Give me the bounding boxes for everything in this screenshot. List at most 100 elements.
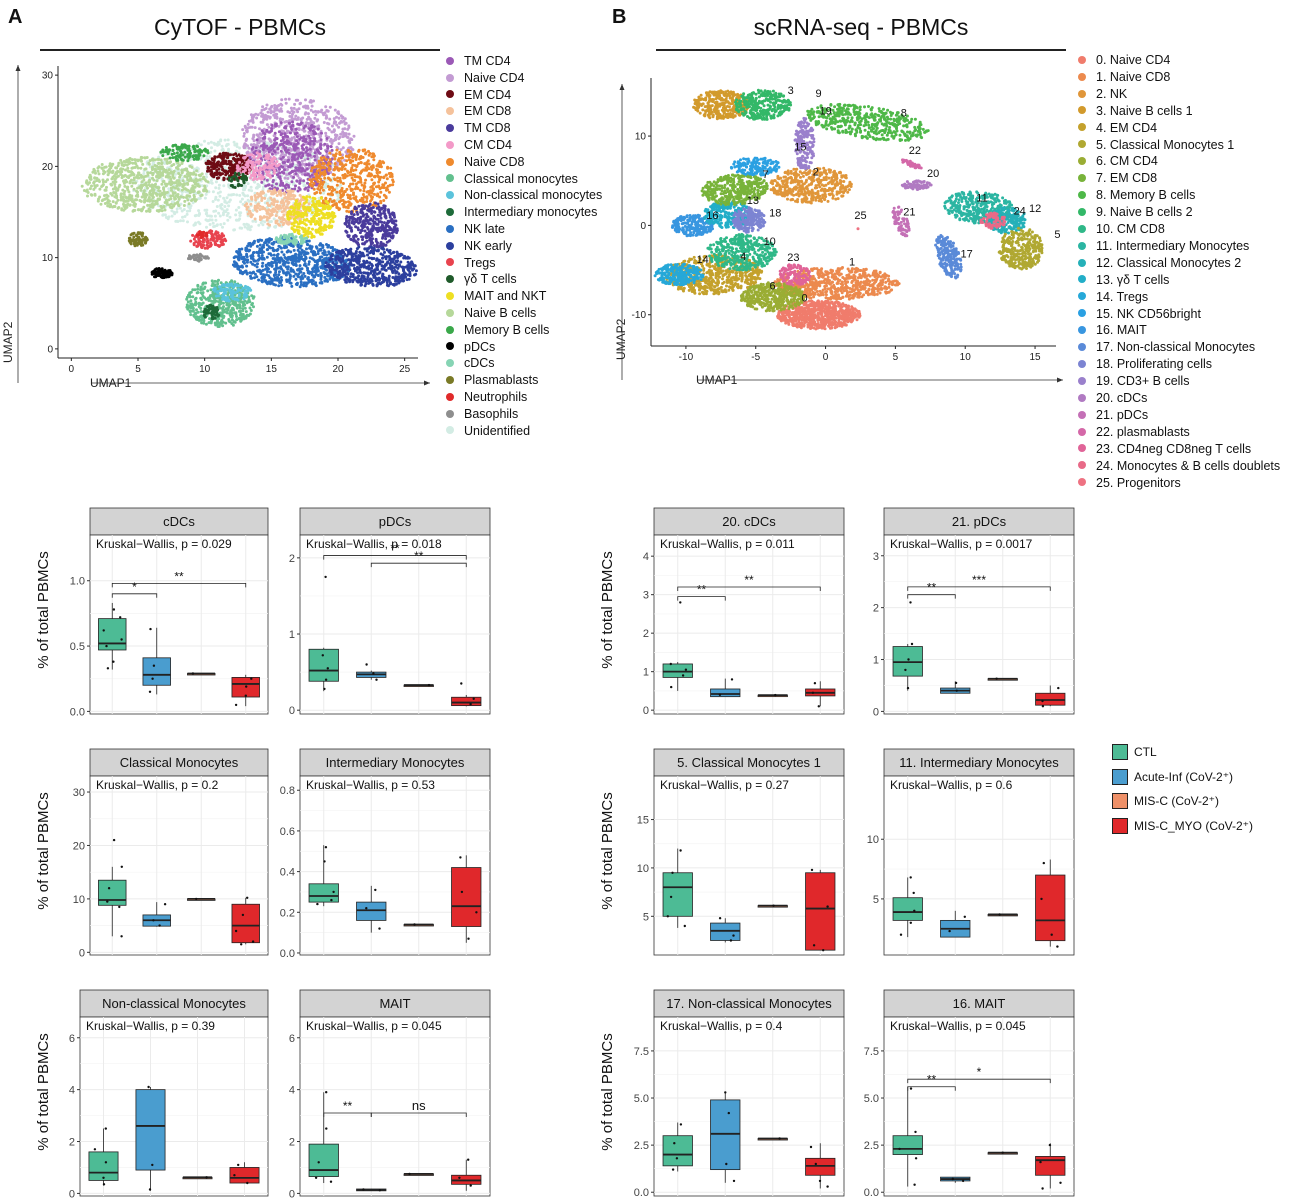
umap-point — [258, 132, 262, 136]
y-tick-label: 20 — [42, 162, 54, 173]
umap-point — [281, 188, 285, 192]
umap-point — [124, 178, 128, 182]
umap-point — [284, 153, 288, 157]
umap-point — [217, 211, 221, 215]
umap-point — [255, 265, 259, 269]
legend-swatch-icon — [446, 426, 454, 435]
panel-a-letter: A — [8, 6, 23, 28]
umap-point — [333, 165, 337, 169]
umap-point — [261, 261, 265, 265]
umap-point — [313, 172, 317, 176]
umap-point — [225, 196, 229, 200]
umap-point — [144, 195, 148, 199]
umap-point — [308, 182, 312, 186]
umap-point — [283, 140, 287, 144]
umap-point — [343, 174, 347, 178]
umap-point — [147, 183, 151, 187]
umap-point — [261, 268, 265, 272]
umap-point — [295, 108, 299, 112]
umap-point — [337, 142, 341, 146]
umap-point — [241, 191, 245, 195]
umap-point — [278, 192, 281, 196]
umap-point — [368, 238, 372, 242]
legend-label: CM CD4 — [464, 138, 512, 152]
umap-point — [209, 140, 213, 144]
umap-point — [297, 186, 301, 190]
scrna-legend-item: 2. NK — [1078, 87, 1127, 101]
umap-point — [341, 202, 345, 206]
legend-label: NK late — [464, 222, 505, 236]
umap-point — [353, 207, 357, 211]
umap-point — [291, 110, 295, 114]
umap-point — [227, 162, 231, 166]
umap-point — [199, 143, 203, 147]
umap-point — [356, 226, 360, 230]
umap-point — [123, 189, 127, 193]
umap-point — [297, 160, 301, 164]
umap-point — [287, 201, 291, 205]
umap-point — [292, 197, 295, 201]
umap-point — [169, 170, 173, 174]
umap-point — [339, 132, 343, 136]
umap-point — [315, 169, 319, 173]
legend-swatch-icon — [1078, 174, 1086, 182]
umap-point — [244, 139, 248, 142]
umap-point — [289, 138, 293, 141]
umap-point — [235, 164, 239, 168]
umap-point — [163, 157, 167, 161]
umap-point — [158, 189, 162, 193]
umap-point — [252, 169, 256, 173]
umap-point — [382, 199, 386, 202]
umap-point — [165, 160, 169, 164]
group-legend-label: Acute-Inf (CoV-2⁺) — [1134, 769, 1234, 784]
umap-point — [350, 138, 354, 142]
umap-point — [316, 127, 320, 131]
umap-point — [132, 203, 136, 207]
umap-point — [303, 187, 307, 191]
umap-point — [93, 184, 97, 188]
umap-point — [249, 185, 253, 189]
umap-point — [380, 220, 384, 224]
legend-label: 18. Proliferating cells — [1096, 357, 1213, 372]
umap-point — [318, 151, 321, 155]
umap-point — [235, 193, 239, 197]
umap-point — [333, 215, 337, 218]
umap-point — [169, 186, 173, 190]
umap1-label: UMAP1 — [90, 376, 132, 390]
umap-point — [330, 211, 334, 214]
umap-point — [91, 170, 95, 174]
umap-point — [382, 221, 386, 225]
umap-point — [253, 204, 257, 208]
umap-point — [291, 124, 295, 128]
umap-point — [376, 213, 380, 217]
legend-label: EM CD4 — [464, 87, 512, 102]
cytof-legend-item: NK early — [446, 239, 512, 253]
umap-point — [173, 181, 177, 185]
umap-point — [153, 158, 157, 162]
umap-point — [316, 200, 320, 203]
umap-point — [140, 159, 143, 163]
umap-point — [318, 191, 322, 195]
umap-point — [294, 272, 298, 276]
umap-point — [132, 187, 136, 191]
umap-point — [170, 214, 174, 218]
umap-point — [317, 175, 321, 179]
umap-point — [218, 204, 222, 208]
umap-point — [348, 203, 352, 207]
umap-point — [294, 114, 298, 118]
umap-point — [377, 163, 381, 167]
umap-point — [289, 106, 293, 110]
umap-point — [266, 189, 270, 193]
umap-point — [353, 153, 357, 157]
umap-point — [319, 134, 323, 138]
umap-point — [279, 149, 283, 153]
umap-point — [217, 163, 221, 167]
umap-point — [362, 195, 366, 199]
legend-swatch-icon — [446, 191, 454, 200]
legend-label: 0. Naive CD4 — [1096, 53, 1171, 67]
umap-point — [271, 209, 275, 213]
legend-swatch-icon — [446, 73, 454, 82]
umap-point — [126, 185, 130, 189]
umap-point — [334, 135, 338, 139]
legend-swatch-icon — [1078, 190, 1086, 199]
